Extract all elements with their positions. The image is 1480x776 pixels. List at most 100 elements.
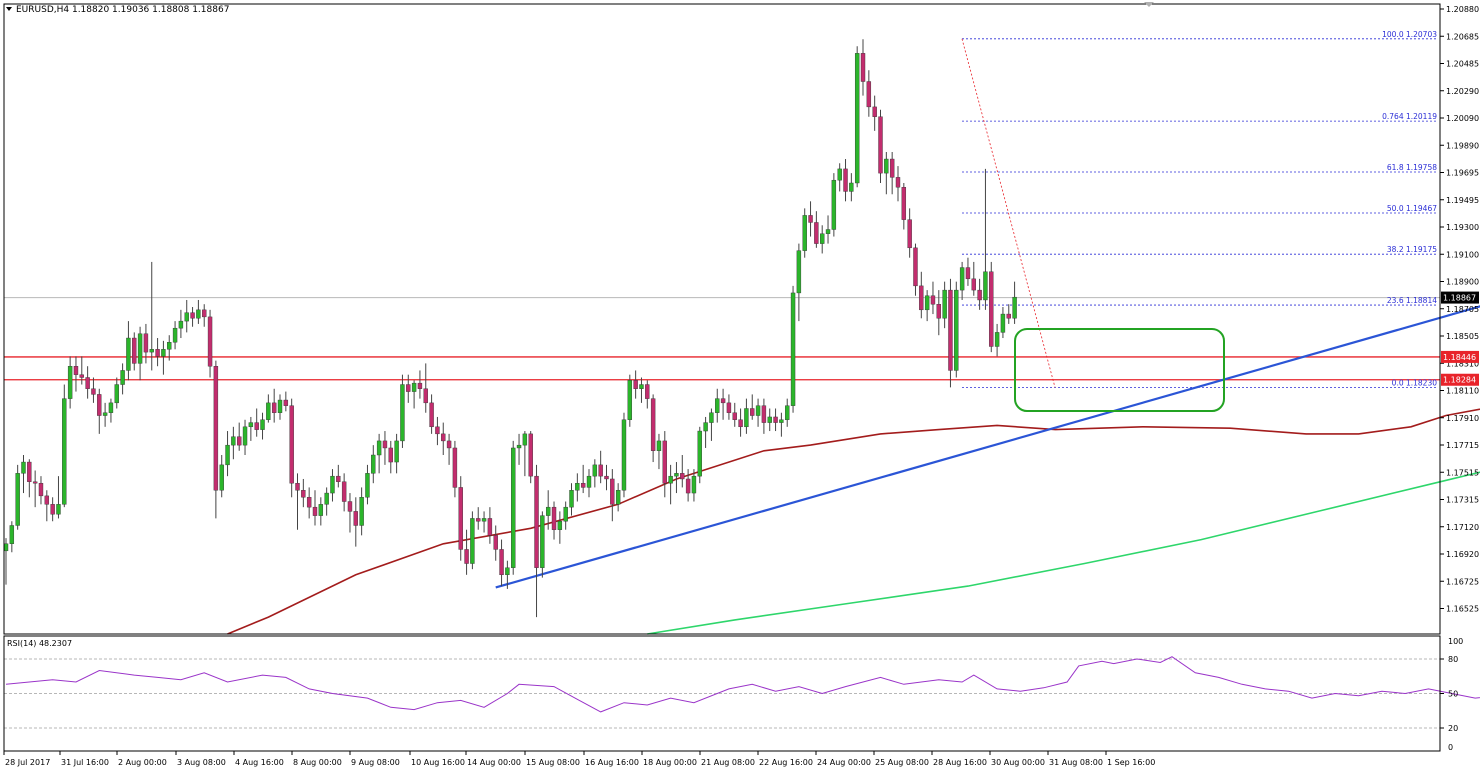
bear-candle-body [948,290,952,370]
x-tick-label: 14 Aug 00:00 [467,758,521,767]
x-tick-label: 15 Aug 08:00 [526,758,580,767]
bear-candle-body [494,535,498,549]
bear-candle-body [966,268,970,279]
candlestick[interactable] [400,375,404,448]
bear-candle-body [74,366,78,374]
y-tick-label: 1.17315 [1446,496,1479,505]
candlestick[interactable] [540,511,544,577]
y-tick-label: 1.20485 [1446,60,1479,69]
bear-candle-body [255,423,259,430]
bear-candle-body [272,403,276,413]
bear-candle-body [879,117,883,173]
bear-candle-body [809,215,813,222]
candlestick[interactable] [16,465,20,530]
rsi-label: RSI(14) 48.2307 [7,639,72,648]
candlestick[interactable] [803,208,807,257]
bull-candle-body [779,420,783,423]
y-tick-label: 1.16920 [1446,550,1479,559]
bull-candle-body [377,441,381,455]
bear-candle-body [144,334,148,352]
bear-candle-body [284,400,288,406]
bear-candle-body [651,399,655,451]
candlestick[interactable] [698,427,702,483]
bear-candle-body [476,518,480,521]
bull-candle-body [226,445,230,465]
bull-candle-body [838,169,842,180]
candlestick[interactable] [470,511,474,569]
bear-candle-body [896,177,900,187]
bear-candle-body [750,408,754,415]
bull-candle-body [768,417,772,423]
y-tick-label: 1.20090 [1446,114,1479,123]
bear-candle-body [214,366,218,490]
bear-candle-body [132,338,136,363]
bull-candle-body [1013,297,1017,318]
bull-candle-body [960,268,964,291]
y-tick-label: 1.19495 [1446,196,1479,205]
bull-candle-body [756,406,760,416]
bear-candle-body [989,272,993,347]
bull-candle-body [709,413,713,423]
bear-candle-body [97,394,101,415]
candlestick[interactable] [459,476,463,561]
candlestick[interactable] [529,431,533,483]
candlestick[interactable] [62,385,66,508]
bear-candle-body [733,413,737,420]
bull-candle-body [400,385,404,441]
bull-candle-body [639,385,643,389]
bear-candle-body [453,448,457,487]
bull-candle-body [62,399,66,505]
bear-candle-body [447,441,451,448]
candlestick[interactable] [622,413,626,498]
candlestick[interactable] [879,110,883,183]
candlestick[interactable] [628,375,632,427]
bear-candle-body [634,380,638,388]
candlestick[interactable] [954,282,958,378]
bear-candle-body [237,437,241,445]
bull-candle-body [546,507,550,515]
bear-candle-body [208,317,212,366]
fib-level-label: 50.0 1.19467 [1387,204,1437,213]
bear-candle-body [424,389,428,403]
bear-candle-body [552,507,556,530]
bull-candle-body [371,455,375,473]
bear-candle-body [342,482,346,502]
bear-candle-body [972,279,976,290]
y-tick-label: 1.16725 [1446,577,1479,586]
bear-candle-body [604,476,608,479]
x-tick-label: 25 Aug 08:00 [875,758,929,767]
candlestick[interactable] [832,173,836,236]
bull-candle-body [803,215,807,250]
candlestick[interactable] [989,262,993,352]
y-tick-label: 1.20290 [1446,87,1479,96]
bear-candle-body [873,107,877,117]
rsi-tick-label: 20 [1448,724,1458,733]
bear-candle-body [610,479,614,504]
bear-candle-body [599,465,603,476]
bull-candle-body [925,296,929,310]
x-tick-label: 31 Aug 08:00 [1049,758,1103,767]
x-tick-label: 30 Aug 00:00 [991,758,1045,767]
bear-candle-body [645,385,649,399]
x-tick-label: 9 Aug 08:00 [351,758,400,767]
bull-candle-body [523,434,527,445]
bull-candle-body [983,272,987,300]
y-tick-label: 1.19890 [1446,141,1479,150]
x-tick-label: 28 Aug 16:00 [933,758,987,767]
bull-candle-body [570,490,574,507]
bull-candle-body [121,370,125,384]
bull-candle-body [505,568,509,575]
x-tick-label: 28 Jul 2017 [5,758,50,767]
bear-candle-body [51,504,55,514]
bull-candle-body [220,465,224,490]
x-tick-label: 22 Aug 16:00 [759,758,813,767]
candlestick[interactable] [290,399,294,498]
bull-candle-body [126,338,130,370]
bull-candle-body [715,399,719,413]
bull-candle-body [704,423,708,431]
candlestick[interactable] [791,286,795,413]
candlestick[interactable] [511,441,515,575]
candlestick[interactable] [855,46,859,187]
